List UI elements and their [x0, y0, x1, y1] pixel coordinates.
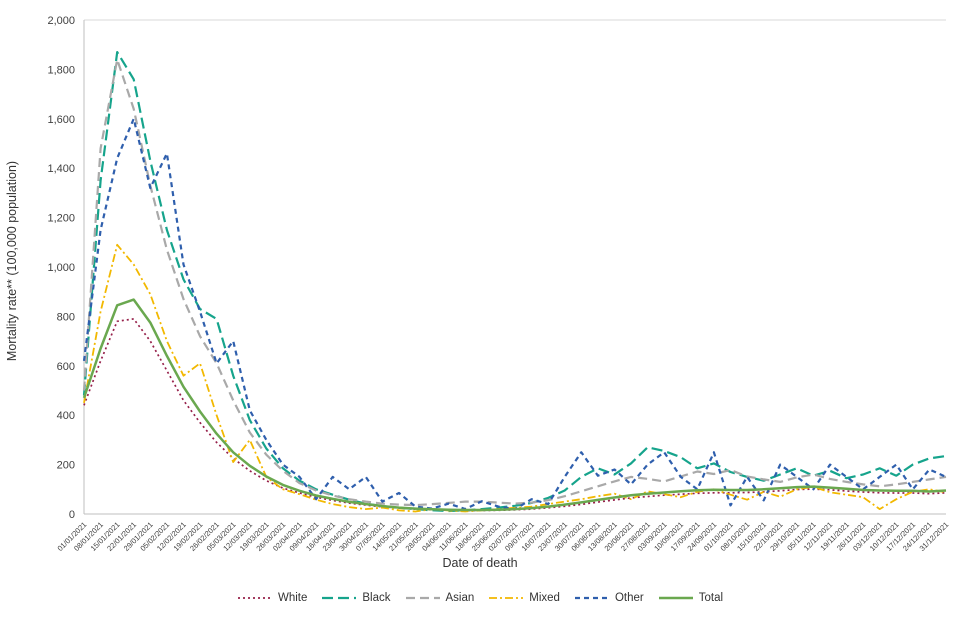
series-mixed — [83, 243, 947, 513]
legend-label-mixed: Mixed — [529, 592, 560, 604]
y-tick-label: 1,800 — [47, 64, 75, 76]
legend-item-total: Total — [658, 592, 723, 604]
plot-area: 0 200 400 600 800 1,000 1,200 1,400 1,600 1,800 2,… — [47, 15, 950, 553]
legend-label-black: Black — [362, 592, 391, 604]
y-tick-label: 800 — [57, 311, 75, 323]
legend-line-sample-white — [237, 597, 272, 599]
y-tick-label: 1,400 — [47, 163, 75, 175]
legend-label-asian: Asian — [445, 592, 475, 604]
y-tick-label: 1,200 — [47, 213, 75, 225]
series-asian — [82, 58, 947, 507]
y-tick-label: 2,000 — [47, 15, 75, 27]
series-black — [82, 50, 947, 513]
y-tick-label: 200 — [57, 460, 75, 472]
legend-line-sample-other — [574, 596, 609, 600]
legend-item-mixed: Mixed — [488, 592, 560, 604]
legend-label-white: White — [277, 592, 308, 604]
y-tick-label: 1,600 — [47, 114, 75, 126]
series-other — [82, 117, 947, 511]
y-tick-label: 400 — [57, 410, 75, 422]
legend-line-sample-total — [658, 596, 693, 600]
legend-item-asian: Asian — [405, 592, 475, 604]
legend-line-sample-asian — [405, 596, 440, 600]
y-tick-label: 1,000 — [47, 262, 75, 274]
legend-item-black: Black — [321, 592, 391, 604]
x-axis-title: Date of death — [442, 556, 518, 570]
legend-item-white: White — [237, 592, 307, 604]
series-white — [83, 318, 947, 512]
legend-item-other: Other — [574, 592, 644, 604]
y-tick-label: 600 — [57, 361, 75, 373]
y-tick-label: 0 — [69, 509, 75, 521]
legend-label-total: Total — [698, 592, 724, 604]
legend-label-other: Other — [614, 592, 644, 604]
series-total — [82, 298, 947, 512]
chart-legend: White Black Asian Mixed Other Total — [0, 592, 960, 604]
legend-line-sample-mixed — [489, 597, 524, 599]
legend-line-sample-black — [322, 596, 357, 600]
